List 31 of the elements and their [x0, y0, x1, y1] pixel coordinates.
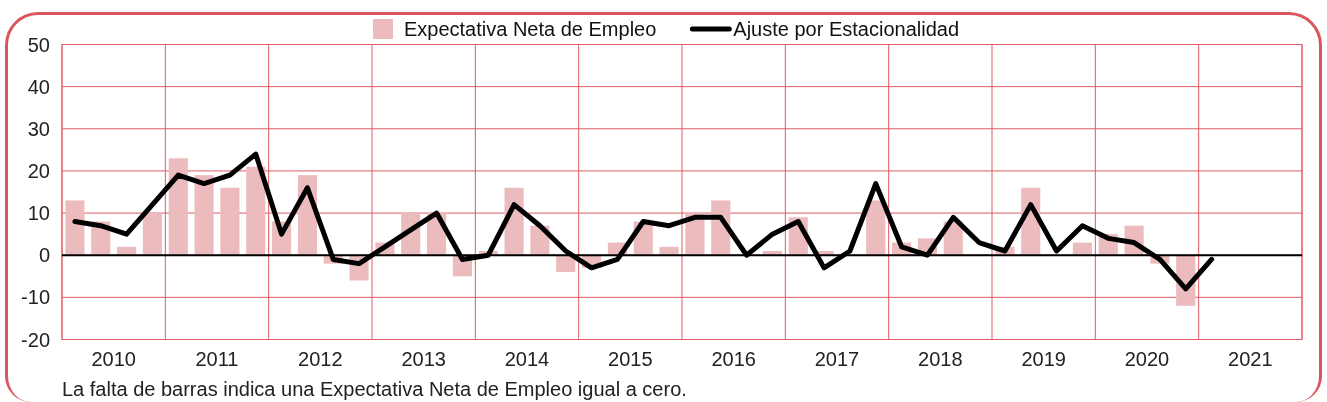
- y-tick-label: 0: [38, 244, 50, 267]
- bar: [220, 187, 240, 256]
- y-tick-label: 10: [27, 202, 50, 225]
- y-tick-label: 20: [27, 159, 50, 182]
- bar: [65, 200, 85, 256]
- x-tick-label: 2017: [814, 347, 860, 370]
- x-tick-label: 2015: [608, 347, 653, 370]
- text: La falta de barras indica una Expectativa Neta de Empleo igual a cero.: [62, 378, 687, 400]
- x-tick-label: 2019: [1021, 347, 1066, 370]
- bar: [866, 200, 886, 256]
- bar: [194, 175, 214, 256]
- x-tick-label: 2012: [298, 347, 343, 370]
- x-tick-label: 2016: [711, 347, 756, 370]
- y-tick-label: -20: [21, 328, 50, 351]
- y-tick-label: 40: [27, 75, 50, 98]
- x-tick-label: 2010: [91, 347, 136, 370]
- x-tick-label: 2011: [195, 347, 239, 370]
- x-tick-label: 2018: [918, 347, 963, 370]
- x-tick-label: 2020: [1124, 347, 1170, 370]
- y-tick-label: 50: [27, 33, 50, 56]
- bar: [168, 158, 188, 256]
- x-tick-label: 2014: [504, 347, 550, 370]
- bar: [142, 213, 162, 256]
- legend-label: Expectativa Neta de Empleo: [403, 18, 657, 40]
- bar: [556, 255, 576, 273]
- bar: [246, 166, 266, 256]
- x-tick-label: 2021: [1228, 347, 1273, 370]
- y-tick-label: -10: [21, 286, 50, 309]
- legend-label: Ajuste por Estacionalidad: [733, 18, 960, 40]
- y-tick-label: 30: [27, 117, 50, 140]
- x-tick-label: 2013: [401, 347, 446, 370]
